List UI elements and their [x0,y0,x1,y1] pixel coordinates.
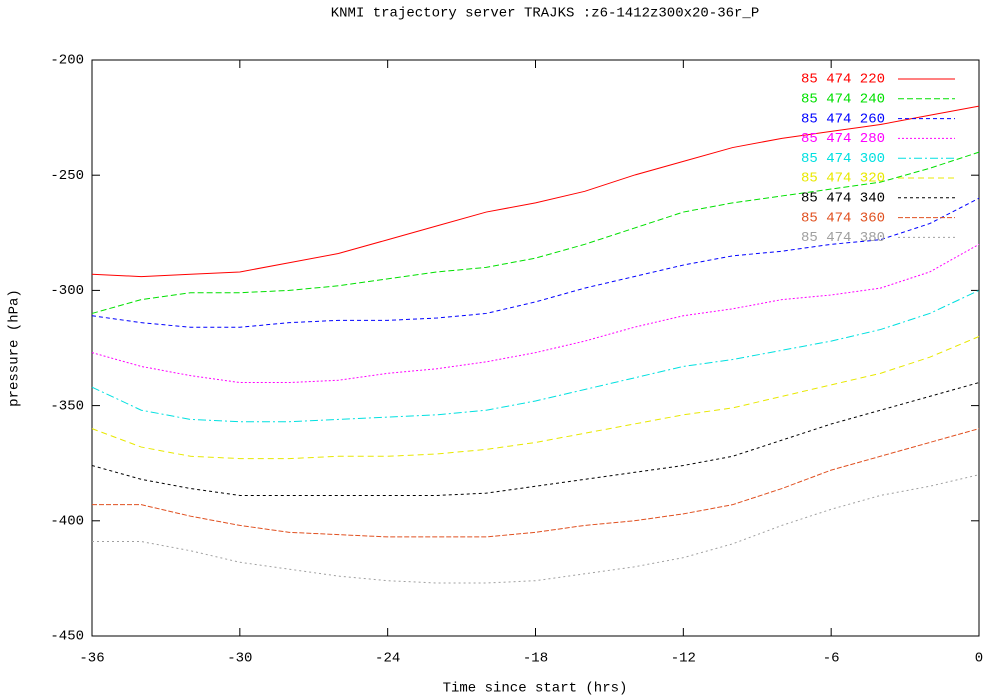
x-tick-label: -18 [523,651,548,667]
y-tick-label: -450 [50,629,84,645]
series-line [91,243,980,384]
y-axis-label: pressure (hPa) [7,289,23,407]
x-tick-label: -24 [375,651,400,667]
x-tick-label: -30 [227,651,252,667]
series-line [92,428,980,538]
legend-label: 85 474 240 [801,92,885,108]
legend-label: 85 474 260 [801,111,885,127]
series-line [91,151,980,314]
y-tick-label: -200 [50,53,84,69]
series-line [91,289,980,423]
x-tick-label: -6 [823,651,840,667]
legend-label: 85 474 380 [801,230,885,246]
y-tick-label: -300 [50,283,84,299]
x-tick-label: 0 [975,651,983,667]
legend-label: 85 474 220 [801,72,885,88]
legend-label: 85 474 280 [801,131,885,147]
series-line [91,336,980,460]
legend-label: 85 474 360 [801,210,885,226]
y-tick-label: -400 [50,514,84,530]
x-tick-label: -36 [79,651,104,667]
legend-label: 85 474 300 [801,151,885,167]
chart-title: KNMI trajectory server TRAJKS :z6-1412z3… [331,6,759,22]
x-axis-label: Time since start (hrs) [443,681,628,697]
y-tick-label: -250 [50,168,84,184]
legend-label: 85 474 320 [801,171,885,187]
x-tick-label: -12 [671,651,696,667]
series-line [91,105,980,278]
series-line [92,474,980,584]
legend-label: 85 474 340 [801,191,885,207]
y-tick-label: -350 [50,398,84,414]
series-line [91,197,980,328]
series-line [91,382,980,496]
